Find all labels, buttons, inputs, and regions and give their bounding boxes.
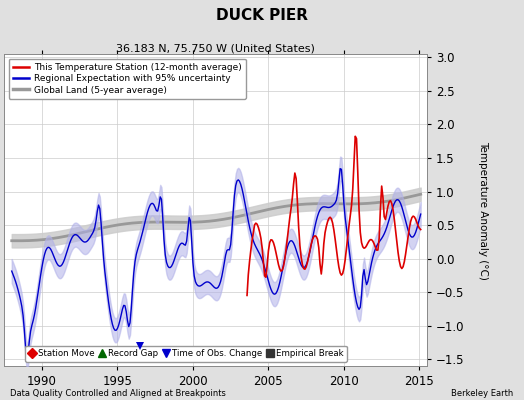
Text: Data Quality Controlled and Aligned at Breakpoints: Data Quality Controlled and Aligned at B… xyxy=(10,389,226,398)
Legend: Station Move, Record Gap, Time of Obs. Change, Empirical Break: Station Move, Record Gap, Time of Obs. C… xyxy=(25,346,347,362)
Text: Berkeley Earth: Berkeley Earth xyxy=(451,389,514,398)
Y-axis label: Temperature Anomaly (°C): Temperature Anomaly (°C) xyxy=(478,140,488,279)
Title: 36.183 N, 75.750 W (United States): 36.183 N, 75.750 W (United States) xyxy=(116,43,315,53)
Text: DUCK PIER: DUCK PIER xyxy=(216,8,308,23)
